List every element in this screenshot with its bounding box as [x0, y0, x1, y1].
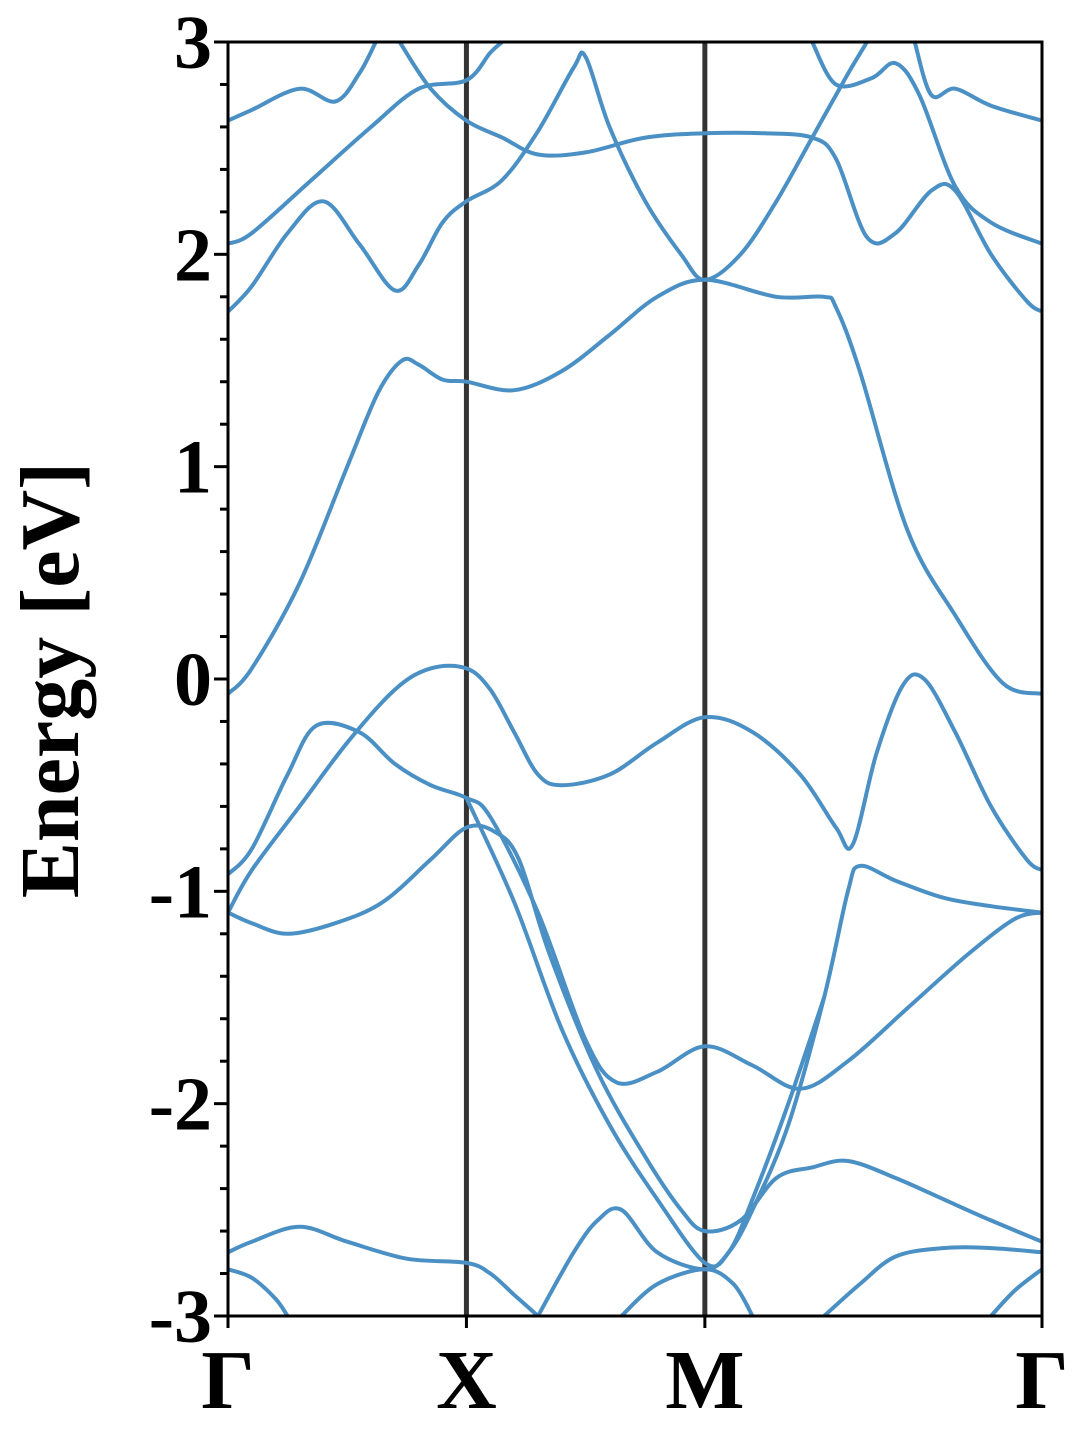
band-10	[228, 1267, 290, 1316]
y-tick-label: 1	[174, 426, 212, 510]
band-7	[619, 1267, 755, 1316]
band-16	[810, 42, 1042, 246]
band-8	[464, 795, 827, 1269]
y-tick-label: 3	[174, 1, 212, 85]
y-tick-label: -2	[149, 1063, 212, 1147]
y-tick-label: 2	[174, 213, 212, 297]
band-1	[228, 277, 1042, 696]
band-13	[228, 42, 505, 246]
band-6	[536, 863, 1042, 1316]
y-tick-label: 0	[174, 638, 212, 722]
x-tick-label-0: Γ	[201, 1334, 254, 1427]
x-tick-label-2: M	[665, 1334, 744, 1427]
band-4	[228, 823, 1042, 1244]
x-tick-label-1: X	[436, 1334, 497, 1427]
band-12	[228, 42, 869, 314]
y-axis-label: Energy [eV]	[4, 462, 97, 898]
band-11	[989, 1267, 1042, 1316]
band-9	[822, 1245, 1042, 1316]
band-5	[228, 1224, 540, 1316]
high-symmetry-lines	[463, 42, 708, 1316]
band-14	[228, 42, 378, 123]
y-axis-ticks: -3 -2 -1 0 1 2 3	[149, 1, 228, 1359]
band-2	[228, 720, 1042, 1091]
y-tick-label: -1	[149, 850, 212, 934]
band-lines	[228, 42, 1042, 1316]
y-tick-label: -3	[149, 1275, 212, 1359]
x-tick-label-3: Γ	[1015, 1334, 1068, 1427]
band-17	[912, 42, 1042, 123]
band-3	[228, 663, 1042, 915]
